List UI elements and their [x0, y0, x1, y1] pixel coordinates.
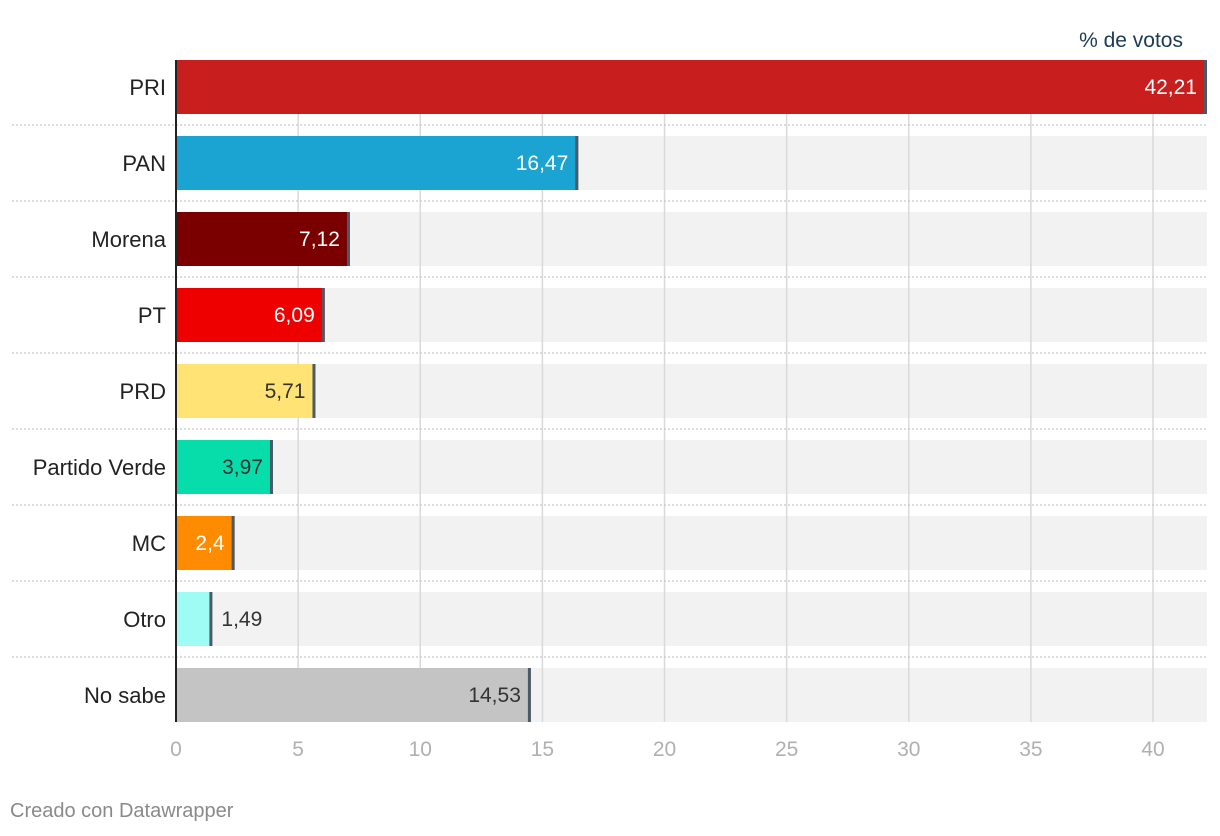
value-label: 6,09 [274, 304, 315, 327]
bar [176, 288, 325, 342]
bar-end-marker [527, 668, 531, 722]
bar-end-marker [269, 440, 273, 494]
category-label: Otro [123, 607, 166, 632]
category-label: Partido Verde [33, 455, 166, 480]
category-label: MC [132, 531, 166, 556]
bar [176, 592, 213, 646]
value-label: 5,71 [265, 380, 306, 403]
value-label: 42,21 [1144, 76, 1197, 99]
bar [176, 136, 579, 190]
bar-end-marker [321, 288, 325, 342]
category-label: PRI [129, 75, 166, 100]
category-label: PAN [122, 151, 166, 176]
bar-track [176, 440, 1207, 494]
bar-track [176, 288, 1207, 342]
tick-label: 10 [409, 738, 432, 761]
bar [176, 364, 316, 418]
category-label: Morena [91, 227, 166, 252]
bar-end-marker [231, 516, 235, 570]
category-label: PRD [120, 379, 166, 404]
unit-label: % de votos [1079, 29, 1183, 52]
tick-label: 0 [170, 738, 182, 761]
bar [176, 516, 235, 570]
category-label: No sabe [84, 683, 166, 708]
tick-label: 30 [897, 738, 920, 761]
bar-end-marker [209, 592, 213, 646]
x-axis-ticks: 0 5 10 15 20 25 30 35 40 [170, 738, 1165, 761]
value-label: 2,4 [195, 532, 225, 555]
tick-label: 25 [775, 738, 798, 761]
value-label: 16,47 [516, 152, 569, 175]
bar [176, 60, 1207, 114]
category-label: PT [138, 303, 166, 328]
tick-label: 15 [531, 738, 554, 761]
tick-label: 20 [653, 738, 676, 761]
bar-end-marker [346, 212, 350, 266]
credit-text: Creado con Datawrapper [10, 800, 234, 822]
tick-label: 40 [1141, 738, 1164, 761]
value-label: 7,12 [299, 228, 340, 251]
row-separators [12, 124, 1207, 658]
tick-label: 5 [292, 738, 304, 761]
bar [176, 440, 273, 494]
bar [176, 212, 350, 266]
bar [176, 668, 531, 722]
bar-track [176, 592, 1207, 646]
tick-label: 35 [1019, 738, 1042, 761]
bar-end-marker [575, 136, 579, 190]
value-label: 3,97 [222, 456, 263, 479]
bars: 42,21 16,47 7,12 6,09 5,71 3,97 2,4 1,49 14,53 [176, 60, 1207, 722]
category-labels: PRI PAN Morena PT PRD Partido Verde MC Otro No s… [33, 75, 167, 708]
bar-end-marker [312, 364, 316, 418]
value-label: 14,53 [468, 684, 521, 707]
value-label: 1,49 [221, 608, 262, 631]
bar-track [176, 516, 1207, 570]
bar-end-marker [1204, 60, 1207, 114]
bar-track [176, 364, 1207, 418]
